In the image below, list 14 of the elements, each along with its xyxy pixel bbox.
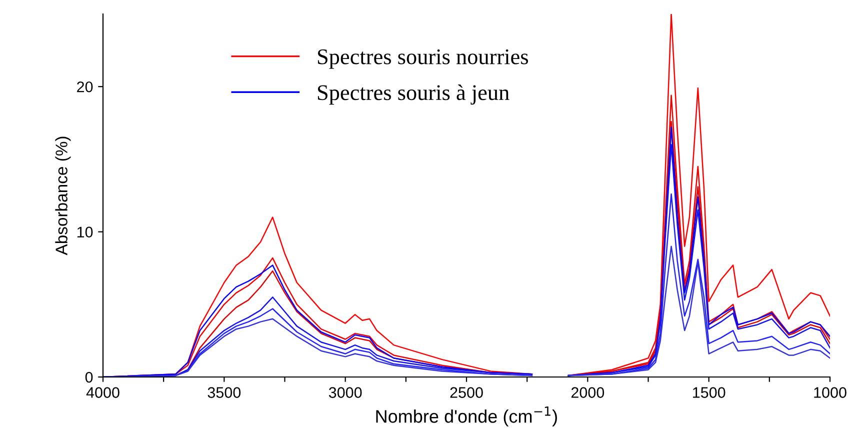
legend-label: Spectres souris à jeun [318, 84, 510, 105]
x-tick-label: 2500 [450, 387, 483, 398]
x-tick-label: 1000 [814, 387, 846, 398]
x-tick-label: 3500 [208, 387, 241, 398]
x-tick-label: 4000 [86, 387, 120, 398]
y-tick-label: 0 [85, 372, 93, 383]
x-tick-label: 1500 [693, 387, 726, 398]
y-tick-label: 20 [77, 81, 93, 92]
legend-label: Spectres souris nourries [318, 49, 528, 69]
y-axis-title: Absorbance (%) [55, 136, 71, 256]
x-tick-label: 3000 [328, 387, 362, 398]
x-tick-label: 2000 [571, 387, 604, 398]
y-tick-label: 10 [77, 226, 93, 238]
x-axis-title: Nombre d'onde (cm$^{−1}$) [376, 406, 557, 426]
